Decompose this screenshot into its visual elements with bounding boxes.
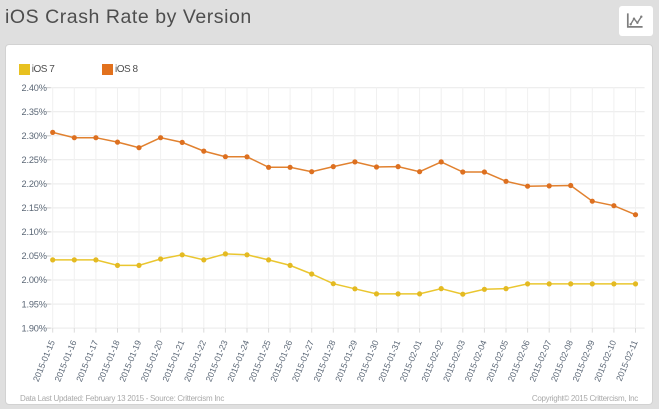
- svg-text:2.20%: 2.20%: [21, 179, 46, 189]
- svg-text:2.25%: 2.25%: [21, 155, 46, 165]
- svg-text:2.10%: 2.10%: [21, 227, 46, 237]
- svg-text:1.95%: 1.95%: [21, 299, 46, 309]
- svg-text:2015-02-11: 2015-02-11: [614, 339, 640, 383]
- svg-text:1.90%: 1.90%: [21, 323, 46, 333]
- svg-text:2.30%: 2.30%: [21, 131, 46, 141]
- svg-text:2.15%: 2.15%: [21, 203, 46, 213]
- svg-text:2.40%: 2.40%: [21, 83, 46, 93]
- svg-text:2.00%: 2.00%: [21, 275, 46, 285]
- svg-text:2.35%: 2.35%: [21, 107, 46, 117]
- svg-text:2.05%: 2.05%: [21, 251, 46, 261]
